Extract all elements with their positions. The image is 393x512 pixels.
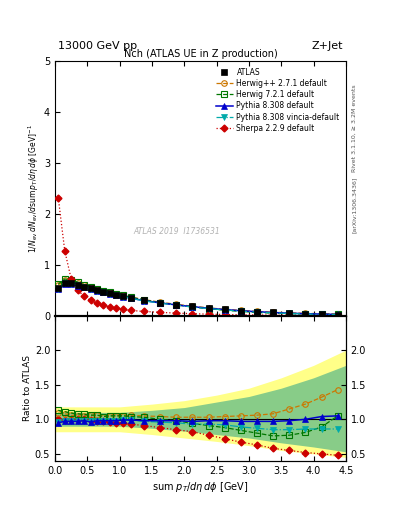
Title: Nch (ATLAS UE in Z production): Nch (ATLAS UE in Z production) (123, 49, 277, 59)
Legend: ATLAS, Herwig++ 2.7.1 default, Herwig 7.2.1 default, Pythia 8.308 default, Pythi: ATLAS, Herwig++ 2.7.1 default, Herwig 7.… (213, 65, 342, 135)
Text: 13000 GeV pp: 13000 GeV pp (58, 41, 137, 51)
Y-axis label: Ratio to ATLAS: Ratio to ATLAS (23, 355, 32, 421)
Y-axis label: $1/N_{\rm ev}\;dN_{\rm ev}/d{\rm sum}\,p_T/d\eta\,d\phi\;[\rm GeV]^{-1}$: $1/N_{\rm ev}\;dN_{\rm ev}/d{\rm sum}\,p… (27, 124, 41, 253)
X-axis label: sum $p_T/d\eta\,d\phi$ [GeV]: sum $p_T/d\eta\,d\phi$ [GeV] (152, 480, 249, 494)
Text: ATLAS 2019  I1736531: ATLAS 2019 I1736531 (134, 227, 220, 236)
Text: Rivet 3.1.10, ≥ 3.2M events: Rivet 3.1.10, ≥ 3.2M events (352, 84, 357, 172)
Text: [arXiv:1306.3436]: [arXiv:1306.3436] (352, 177, 357, 233)
Text: Z+Jet: Z+Jet (311, 41, 343, 51)
